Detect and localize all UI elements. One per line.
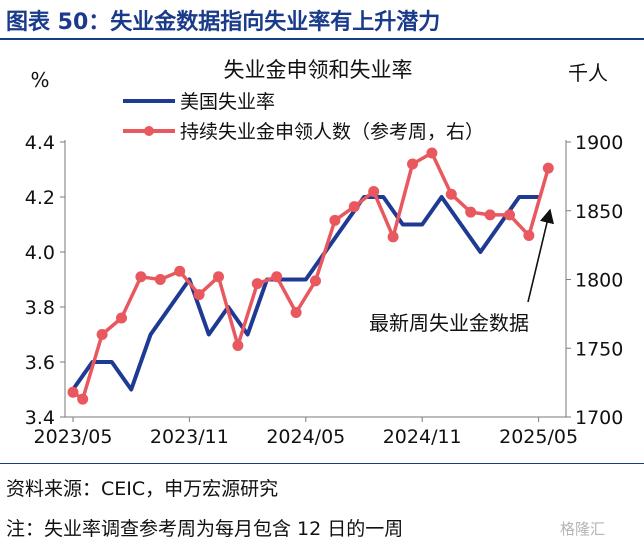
claims-point	[67, 386, 79, 398]
left-tick-label: 3.8	[25, 297, 55, 319]
claims-point	[387, 231, 399, 243]
header-divider	[0, 38, 644, 40]
right-axis-unit: 千人	[568, 61, 608, 85]
left-tick-label: 4.4	[25, 132, 55, 154]
claims-point	[523, 230, 535, 241]
right-tick-label: 1850	[575, 201, 623, 223]
right-axis-ticks: 1700 1750 1800 1850 1900	[566, 132, 623, 429]
left-tick-label: 4.0	[25, 242, 55, 264]
x-tick-label: 2023/05	[34, 426, 113, 448]
dual-axis-line-chart: 失业金申领和失业率 % 千人 3.43.63.84.04.24.4 170017…	[25, 58, 624, 448]
left-tick-label: 4.2	[25, 187, 55, 209]
left-axis-ticks: 3.4 3.6 3.8 4.0 4.2 4.4	[25, 132, 65, 429]
footnote: 注：失业率调查参考周为每月包含 12 日的一周	[6, 518, 404, 540]
x-tick-label: 2025/05	[499, 426, 578, 448]
claims-point	[426, 147, 438, 159]
claims-point	[271, 271, 283, 283]
claims-point	[251, 278, 263, 290]
left-tick-label: 3.4	[25, 407, 55, 429]
claims-point	[484, 209, 496, 221]
claims-point	[96, 329, 108, 340]
x-tick-label: 2023/11	[150, 426, 229, 448]
legend: 美国失业率 持续失业金申领人数（参考周，右）	[123, 91, 484, 143]
claims-point	[348, 201, 360, 213]
latest-week-annotation: 最新周失业金数据	[369, 208, 554, 335]
claims-point	[193, 289, 205, 301]
claims-point	[465, 206, 477, 218]
series-layer	[67, 147, 554, 405]
footer-divider	[0, 463, 644, 464]
claims-point	[174, 265, 186, 277]
legend-label-unemployment: 美国失业率	[180, 91, 275, 113]
left-axis-unit: %	[30, 68, 49, 92]
claims-point	[542, 162, 554, 174]
claims-point	[135, 271, 147, 283]
x-axis-ticks: 2023/05 2023/11 2024/05 2024/11 2025/05	[34, 417, 578, 448]
figure-title: 图表 50：失业金数据指向失业率有上升潜力	[6, 10, 441, 35]
source-note: 资料来源：CEIC，申万宏源研究	[6, 478, 279, 500]
claims-point	[445, 188, 457, 200]
claims-point	[310, 275, 321, 287]
claims-point	[504, 209, 515, 221]
annotation-text: 最新周失业金数据	[369, 311, 529, 335]
claims-point	[77, 393, 89, 405]
legend-marker-claims	[144, 126, 154, 136]
claims-point	[368, 186, 380, 197]
right-tick-label: 1700	[575, 407, 623, 429]
claims-point	[407, 158, 418, 170]
chart-title: 失业金申领和失业率	[224, 58, 413, 82]
claims-point	[116, 312, 127, 324]
left-tick-label: 3.6	[25, 352, 55, 374]
right-tick-label: 1800	[575, 270, 623, 292]
report-header: 图表 50：失业金数据指向失业率有上升潜力	[0, 0, 644, 40]
claims-point	[154, 274, 166, 285]
watermark-text: 格隆汇	[560, 520, 606, 538]
x-tick-label: 2024/05	[266, 426, 345, 448]
right-tick-label: 1750	[575, 338, 623, 360]
right-tick-label: 1900	[575, 132, 623, 154]
annotation-arrow	[527, 208, 554, 303]
claims-point	[213, 271, 224, 283]
claims-point	[232, 340, 244, 351]
claims-point	[290, 307, 302, 318]
unemployment-rate-line	[71, 195, 541, 392]
legend-label-claims: 持续失业金申领人数（参考周，右）	[180, 121, 484, 143]
x-tick-label: 2024/11	[383, 426, 462, 448]
claims-point	[329, 214, 341, 226]
